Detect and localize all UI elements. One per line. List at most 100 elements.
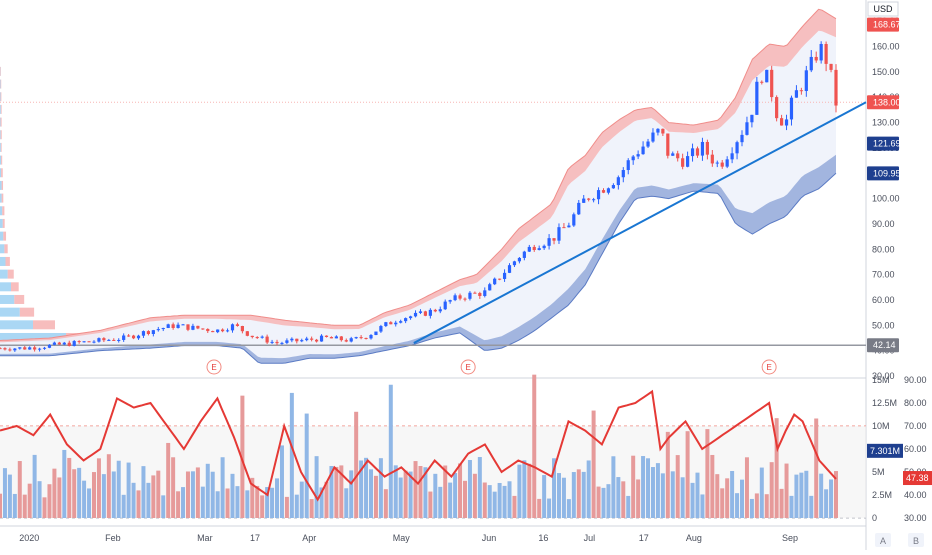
volume-bar [453, 473, 457, 518]
candle-body [43, 348, 46, 349]
volume-bar [196, 467, 200, 518]
volume-bar [77, 468, 81, 518]
candle-body [38, 349, 41, 350]
candle-body [23, 347, 26, 349]
volume-profile-buy-bar [0, 232, 3, 241]
candle-body [399, 321, 402, 323]
candle-body [750, 115, 753, 122]
volume-bar [226, 488, 230, 518]
volume-bar [369, 469, 373, 518]
volume-profile-buy-bar [0, 143, 1, 152]
candle-body [256, 337, 259, 338]
candle-body [508, 265, 511, 273]
volume-bar [141, 466, 145, 518]
volume-bar [597, 487, 601, 518]
candle-body [127, 335, 130, 336]
volume-bar [527, 464, 531, 518]
volume-bar [809, 496, 813, 518]
volume-bar [151, 475, 155, 518]
volume-bar [785, 464, 789, 518]
candle-body [518, 258, 521, 261]
volume-bar [651, 467, 655, 518]
volume-bar [191, 471, 195, 518]
price-tick-label: 50.00 [872, 320, 895, 330]
candle-body [63, 343, 66, 345]
candle-body [444, 302, 447, 310]
candle-body [33, 347, 36, 349]
candle-body [355, 337, 358, 338]
candle-body [172, 324, 175, 328]
volume-profile-sell-bar [0, 67, 1, 76]
candle-body [58, 343, 61, 345]
candle-body [191, 326, 194, 330]
volume-profile-buy-bar [0, 92, 1, 101]
volume-bar [582, 472, 586, 518]
volume-bar [62, 450, 66, 518]
candle-body [305, 339, 308, 341]
candle-body [439, 309, 442, 311]
candle-body [137, 336, 140, 339]
volume-bar [399, 478, 403, 518]
candle-body [211, 331, 214, 332]
candle-body [701, 142, 704, 156]
volume-tick-label: 2.5M [872, 490, 892, 500]
earnings-marker-label: E [766, 363, 771, 372]
candle-body [414, 313, 417, 316]
volume-bar [443, 466, 447, 518]
volume-bar [686, 431, 690, 518]
volume-bar [300, 482, 304, 518]
volume-bar [275, 478, 279, 518]
volume-tick-label: 0 [872, 513, 877, 523]
candle-body [557, 227, 560, 241]
volume-profile-sell-bar [11, 282, 19, 291]
volume-profile-buy-bar [0, 80, 1, 89]
candle-body [829, 64, 832, 70]
candle-body [157, 329, 160, 330]
candle-body [706, 142, 709, 155]
volume-bar [700, 494, 704, 518]
candle-body [335, 336, 338, 338]
price-tick-label: 70.00 [872, 270, 895, 280]
volume-bar [235, 486, 239, 518]
volume-bar [799, 473, 803, 518]
volume-bar [186, 471, 190, 518]
volume-bar [666, 432, 670, 518]
volume-bar [161, 495, 165, 518]
candle-body [691, 148, 694, 156]
candle-body [785, 119, 788, 125]
volume-bar [765, 494, 769, 518]
volume-bar [285, 497, 289, 518]
volume-bar [463, 481, 467, 518]
candle-body [454, 295, 457, 300]
lower-band-tag: 109.95 [873, 168, 901, 178]
candle-body [404, 318, 407, 321]
volume-profile-sell-bar [1, 130, 2, 139]
candle-body [617, 177, 620, 185]
volume-bar [171, 457, 175, 518]
candle-body [92, 342, 95, 343]
candle-body [795, 90, 798, 97]
volume-profile-buy-bar [0, 194, 2, 203]
candle-body [458, 295, 461, 298]
volume-profile-buy-bar [0, 270, 8, 279]
volume-bar [112, 471, 116, 518]
candle-body [775, 97, 778, 118]
volume-profile-buy-bar [0, 219, 3, 228]
volume-bar [616, 477, 620, 518]
candle-body [805, 70, 808, 91]
candle-body [592, 199, 595, 200]
candle-body [285, 340, 288, 343]
rsi-tick-label: 90.00 [904, 375, 927, 385]
candle-body [686, 156, 689, 167]
candle-body [196, 326, 199, 329]
volume-bar [780, 489, 784, 518]
volume-bar [418, 466, 422, 518]
candle-body [726, 159, 729, 166]
candle-body [142, 331, 145, 336]
volume-bar [602, 488, 606, 518]
upper-band-tag: 168.67 [873, 20, 901, 30]
candle-body [834, 70, 837, 106]
candle-body [162, 328, 165, 329]
rsi-tick-label: 30.00 [904, 513, 927, 523]
